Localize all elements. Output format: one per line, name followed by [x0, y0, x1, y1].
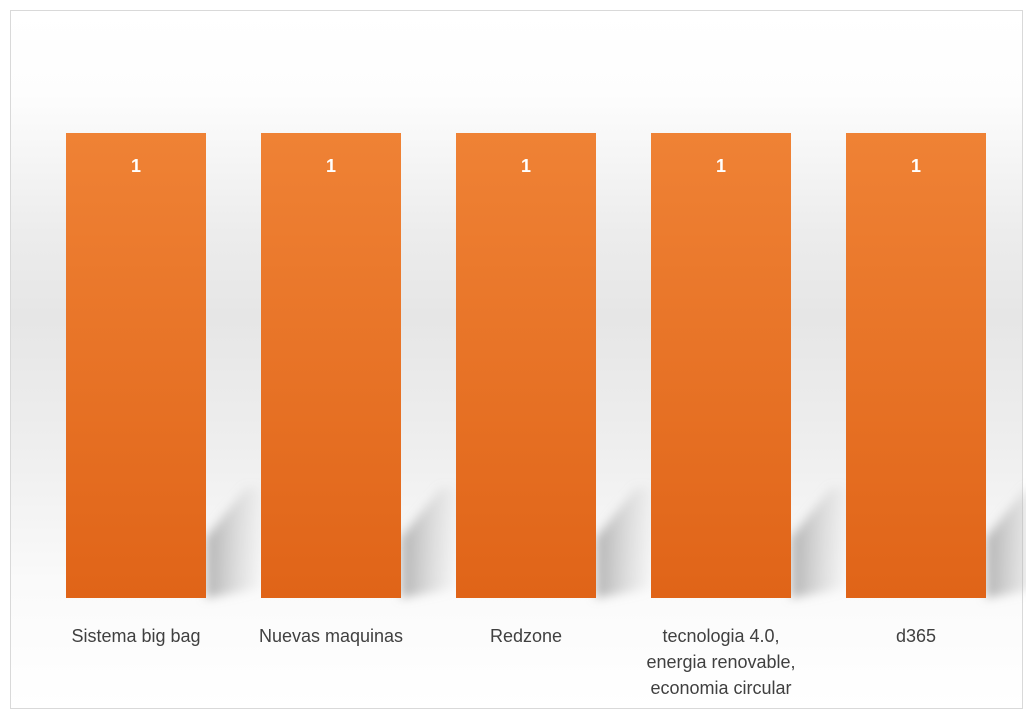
bar-2	[261, 133, 401, 598]
category-label-line: d365	[896, 626, 936, 646]
category-label-line: Redzone	[490, 626, 562, 646]
bar-shadow	[401, 488, 461, 598]
bar-shadows	[206, 488, 1026, 598]
category-label-line: energia renovable,	[646, 652, 795, 672]
category-labels: Sistema big bag Nuevas maquinas Redzone tec…	[71, 626, 936, 698]
data-label-2: 1	[326, 156, 336, 176]
bar-shadow	[986, 488, 1026, 598]
category-label-3: Redzone	[490, 626, 562, 646]
category-label-5: d365	[896, 626, 936, 646]
data-label-1: 1	[131, 156, 141, 176]
category-label-line: Nuevas maquinas	[259, 626, 403, 646]
bar-4	[651, 133, 791, 598]
data-label-5: 1	[911, 156, 921, 176]
bar-3	[456, 133, 596, 598]
category-label-1: Sistema big bag	[71, 626, 200, 646]
data-labels: 1 1 1 1 1	[131, 156, 921, 176]
category-label-2: Nuevas maquinas	[259, 626, 403, 646]
category-label-line: tecnologia 4.0,	[662, 626, 779, 646]
category-label-line: economia circular	[650, 678, 791, 698]
bar-shadow	[206, 488, 266, 598]
bars	[66, 133, 986, 598]
category-label-4: tecnologia 4.0, energia renovable, economi…	[646, 626, 795, 698]
bar-shadow	[791, 488, 851, 598]
category-label-line: Sistema big bag	[71, 626, 200, 646]
data-label-4: 1	[716, 156, 726, 176]
bar-5	[846, 133, 986, 598]
bar-1	[66, 133, 206, 598]
bar-shadow	[596, 488, 656, 598]
data-label-3: 1	[521, 156, 531, 176]
